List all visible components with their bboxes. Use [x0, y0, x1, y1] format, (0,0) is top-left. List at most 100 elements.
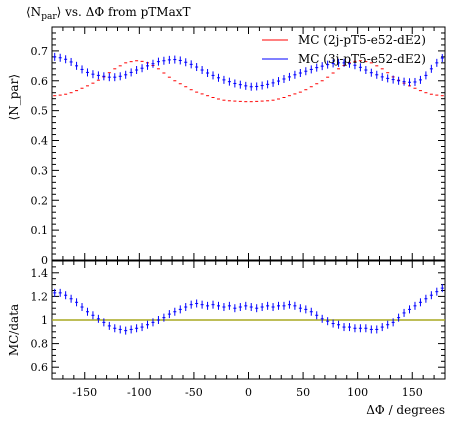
- main-y-tick-label: 0.5: [31, 105, 49, 118]
- data-point: [337, 58, 341, 67]
- main-y-tick-label: 0: [41, 254, 48, 267]
- ratio-point: [298, 304, 302, 313]
- data-point: [287, 72, 291, 81]
- x-tick-label: 100: [347, 386, 368, 399]
- ratio-point: [435, 287, 439, 296]
- x-tick-label: 150: [402, 386, 423, 399]
- data-point: [266, 80, 270, 89]
- ratio-point: [178, 305, 182, 314]
- data-point: [391, 75, 395, 84]
- main-y-tick-label: 0.3: [31, 164, 49, 177]
- data-point: [135, 66, 139, 75]
- ratio-point: [397, 313, 401, 322]
- x-axis-label: ΔΦ / degrees: [366, 403, 445, 417]
- data-point: [129, 68, 133, 77]
- ratio-point: [233, 304, 237, 313]
- x-tick-label: -100: [127, 386, 152, 399]
- ratio-point: [140, 323, 144, 332]
- data-point: [216, 73, 220, 82]
- ratio-y-tick-label: 1: [41, 314, 48, 327]
- x-tick-label: -50: [185, 386, 203, 399]
- ratio-y-axis-label: MC/data: [7, 304, 21, 356]
- main-y-axis-label: ⟨N_par⟩: [7, 74, 21, 120]
- ratio-point: [440, 284, 444, 293]
- ratio-y-tick-label: 0.8: [31, 338, 49, 351]
- data-point: [386, 74, 390, 83]
- x-tick-label: -150: [72, 386, 97, 399]
- data-point: [118, 72, 122, 81]
- main-y-tick-label: 0.4: [31, 135, 49, 148]
- ratio-point: [118, 325, 122, 334]
- ratio-point: [429, 291, 433, 300]
- data-point: [200, 66, 204, 75]
- ratio-point: [326, 317, 330, 326]
- data-point: [96, 71, 100, 80]
- data-point: [271, 78, 275, 87]
- data-point: [69, 57, 73, 66]
- ratio-point: [146, 320, 150, 329]
- ratio-point: [287, 300, 291, 309]
- series-2: [53, 52, 444, 91]
- ratio-point: [69, 294, 73, 303]
- ratio-point: [195, 299, 199, 308]
- ratio-point: [304, 305, 308, 314]
- ratio-point: [135, 324, 139, 333]
- ratio-point: [353, 324, 357, 333]
- data-point: [440, 54, 444, 63]
- ratio-point: [386, 320, 390, 329]
- ratio-axis-ticks: 0.6 0.8 1 1.2 1.4 -150 -100 -50 0 50 100 150: [31, 261, 445, 399]
- data-point: [424, 71, 428, 80]
- x-tick-label: 50: [296, 386, 310, 399]
- ratio-point: [266, 301, 270, 310]
- x-tick-label: 0: [245, 386, 252, 399]
- data-point: [113, 73, 117, 82]
- main-y-tick-label: 0.2: [31, 194, 49, 207]
- ratio-point: [260, 303, 264, 312]
- data-point: [64, 55, 68, 64]
- ratio-point: [206, 301, 210, 310]
- main-y-tick-label: 0.1: [31, 224, 49, 237]
- data-point: [435, 58, 439, 67]
- chart-title: ⟨Npar⟩ vs. ΔΦ from pTMaxT: [26, 5, 191, 22]
- data-point: [413, 77, 417, 86]
- data-point: [124, 70, 128, 79]
- ratio-point: [102, 318, 106, 327]
- data-point: [369, 68, 373, 77]
- main-axis-ticks: 0 0.1 0.2 0.3 0.4 0.5 0.6 0.7: [31, 26, 445, 267]
- data-point: [244, 81, 248, 90]
- ratio-point: [107, 321, 111, 330]
- ratio-point: [315, 311, 319, 320]
- ratio-series-group: [52, 284, 445, 335]
- ratio-point: [64, 291, 68, 300]
- ratio-point: [364, 324, 368, 333]
- ratio-y-tick-label: 1.2: [31, 290, 49, 303]
- ratio-point: [391, 318, 395, 327]
- ratio-point: [129, 325, 133, 334]
- legend-item: MC (3j-pT5-e52-dE2): [262, 52, 426, 66]
- ratio-point: [271, 303, 275, 312]
- main-panel: 0 0.1 0.2 0.3 0.4 0.5 0.6 0.7 ⟨N_par⟩ MC (2j-pT…: [7, 26, 446, 267]
- ratio-point: [369, 325, 373, 334]
- main-y-tick-label: 0.7: [31, 45, 49, 58]
- ratio-y-tick-label: 1.4: [31, 267, 49, 280]
- ratio-series-1: [53, 284, 444, 335]
- ratio-point: [424, 294, 428, 303]
- data-point: [326, 60, 330, 69]
- data-point: [75, 61, 79, 70]
- ratio-point: [375, 325, 379, 334]
- data-point: [260, 81, 264, 90]
- ratio-point: [238, 303, 242, 312]
- data-point: [375, 70, 379, 79]
- data-point: [309, 65, 313, 74]
- ratio-point: [162, 313, 166, 322]
- data-point: [364, 66, 368, 75]
- ratio-point: [277, 301, 281, 310]
- data-point: [347, 59, 351, 68]
- data-point: [402, 77, 406, 86]
- data-point: [102, 72, 106, 81]
- ratio-point: [309, 307, 313, 316]
- data-point: [358, 63, 362, 72]
- data-point: [304, 67, 308, 76]
- data-point: [342, 58, 346, 67]
- data-point: [380, 72, 384, 81]
